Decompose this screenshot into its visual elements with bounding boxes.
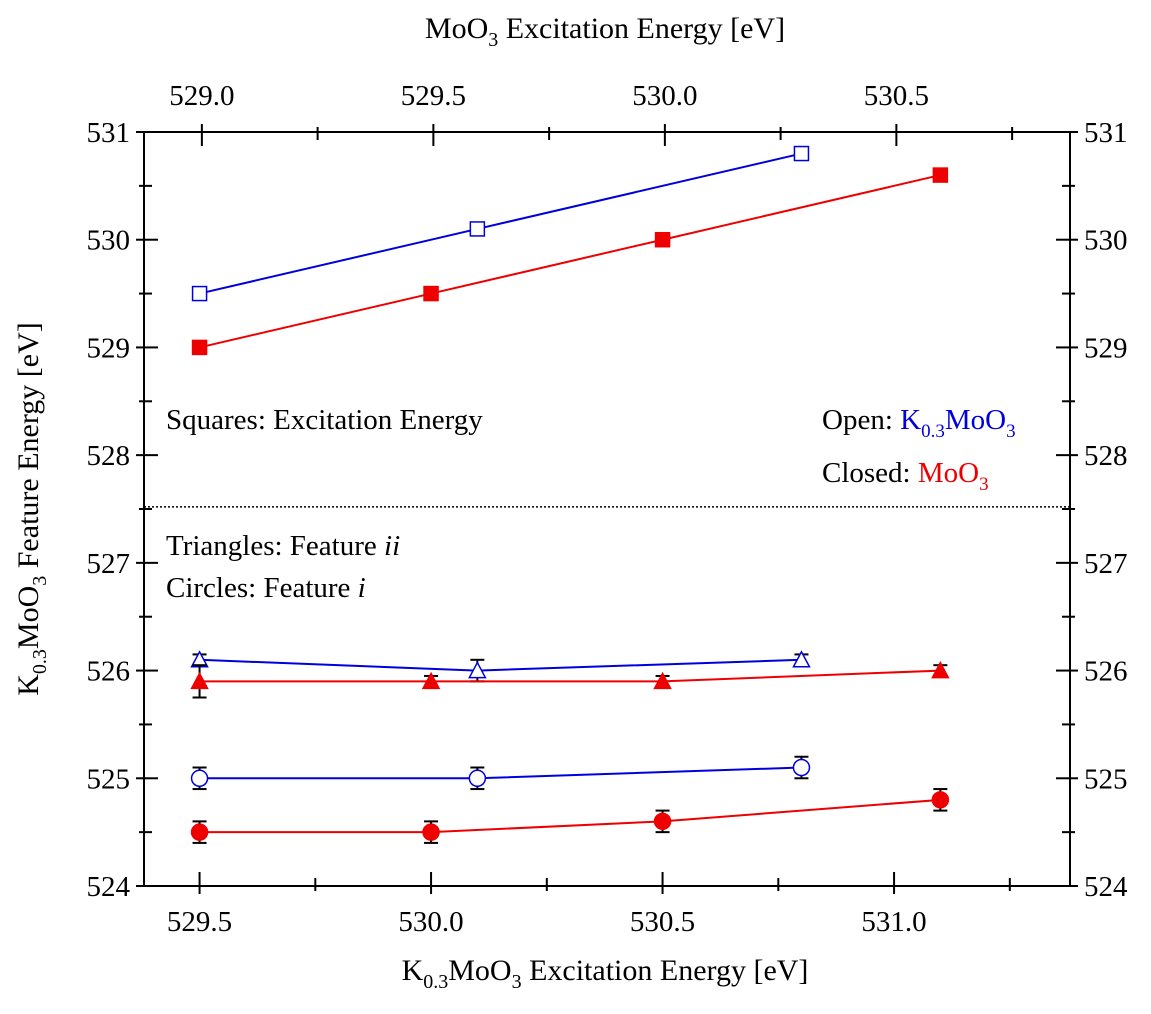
closed-legend: Closed: MoO3 — [822, 457, 989, 495]
left-tick-label: 529 — [87, 332, 131, 364]
triangles-annotation: Triangles: Feature ii — [166, 530, 400, 562]
squares-open-point — [793, 145, 810, 162]
left-tick-label: 530 — [87, 225, 131, 257]
left-tick-label: 525 — [87, 763, 131, 795]
right-tick-label: 530 — [1084, 225, 1128, 257]
left-tick-label: 527 — [87, 548, 131, 580]
right-tick-label: 526 — [1084, 656, 1128, 688]
squares-open-point — [469, 221, 486, 237]
right-tick-label: 527 — [1084, 548, 1128, 580]
squares-closed-point — [191, 339, 208, 356]
circles-closed-point — [653, 812, 672, 831]
bottom-tick-label: 531.0 — [861, 906, 926, 938]
right-tick-label: 531 — [1084, 117, 1128, 149]
circles-annotation: Circles: Feature i — [166, 572, 366, 604]
right-tick-label: 524 — [1084, 871, 1128, 903]
squares-open-line — [199, 152, 802, 295]
right-tick-label: 528 — [1084, 440, 1128, 472]
bottom-tick-label: 530.0 — [398, 906, 463, 938]
right-tick-label: 529 — [1084, 332, 1128, 364]
circles-closed-line — [199, 798, 941, 834]
top-tick-label: 529.5 — [401, 80, 466, 112]
y-axis-title: K0.3MoO3 Feature Energy [eV] — [12, 322, 51, 696]
squares-open-point — [191, 285, 208, 302]
open-legend: Open: K0.3MoO3 — [822, 404, 1016, 442]
circles-open-line — [199, 766, 802, 780]
left-tick-label: 526 — [87, 656, 131, 688]
circles-closed-point — [931, 791, 950, 809]
triangles-open-point — [468, 660, 487, 679]
left-tick-label: 531 — [87, 117, 131, 149]
tick-marks — [136, 124, 1078, 894]
series-group — [190, 145, 950, 844]
triangles-closed-point — [190, 671, 209, 690]
plot-frame — [143, 131, 1071, 887]
top-tick-label: 530.0 — [632, 80, 697, 112]
right-tick-label: 525 — [1084, 763, 1128, 795]
squares-closed-line — [199, 174, 941, 349]
squares-closed-point — [654, 231, 671, 248]
circles-open-point — [190, 769, 209, 788]
bottom-axis-title: K0.3MoO3 Excitation Energy [eV] — [402, 954, 809, 993]
triangles-closed-point — [931, 660, 950, 679]
triangles-open-line — [199, 658, 802, 672]
squares-closed-point — [932, 167, 949, 183]
left-tick-label: 528 — [87, 440, 131, 472]
squares-annotation: Squares: Excitation Energy — [166, 404, 483, 436]
bottom-tick-label: 529.5 — [167, 906, 232, 938]
tick-labels: 529.5 530.0 530.5 531.0 529.0 529.5 530.0 530.5… — [87, 80, 1129, 938]
triangles-open-point — [792, 650, 811, 668]
circles-closed-point — [422, 823, 440, 841]
triangles-closed-line — [199, 669, 941, 683]
top-tick-label: 530.5 — [864, 80, 929, 112]
left-tick-label: 524 — [87, 871, 131, 903]
circles-open-point — [792, 758, 811, 777]
triangles-closed-point — [653, 671, 672, 690]
top-tick-label: 529.0 — [169, 80, 234, 112]
circles-closed-point — [190, 823, 209, 841]
triangles-closed-point — [421, 671, 441, 690]
bottom-tick-label: 530.5 — [630, 906, 695, 938]
top-axis-title: MoO3 Excitation Energy [eV] — [425, 12, 785, 51]
circles-open-point — [468, 769, 487, 788]
squares-closed-point — [423, 285, 439, 302]
